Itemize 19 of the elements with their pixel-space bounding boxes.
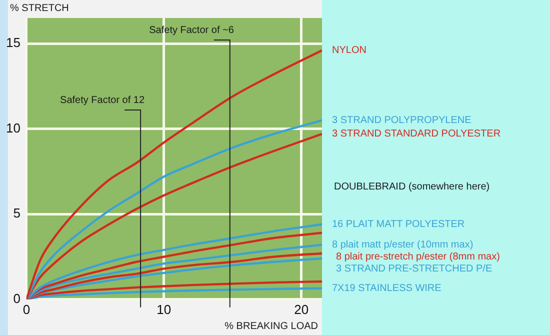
y-tick-label: 15: [6, 35, 20, 50]
series-label: 3 STRAND STANDARD POLYESTER: [332, 128, 501, 140]
series-label: NYLON: [332, 45, 366, 56]
series-label: 16 PLAIT MATT POLYESTER: [332, 219, 465, 230]
ref-line-label: Safety Factor of 12: [60, 94, 145, 106]
x-axis-title: % BREAKING LOAD: [224, 321, 318, 332]
series-label: 3 STRAND POLYPROPYLENE: [332, 115, 472, 126]
y-axis-title: % STRETCH: [10, 2, 69, 14]
series-label: 8 plait matt p/ester (10mm max): [332, 240, 474, 251]
series-label: 3 STRAND PRE-STRETCHED P/E: [336, 264, 492, 275]
text: DOUBLEBRAID (somewhere here): [334, 182, 490, 193]
x-tick-label: 20: [294, 302, 309, 317]
series-label: 8 plait pre-stretch p/ester (8mm max): [336, 252, 500, 263]
series-label: 7X19 STAINLESS WIRE: [332, 283, 442, 294]
x-tick-label: 0: [22, 302, 30, 317]
y-tick-label: 5: [13, 206, 20, 221]
y-tick-label: 0: [13, 290, 20, 306]
y-tick-label: 10: [6, 120, 20, 136]
x-tick-label: 10: [156, 302, 172, 317]
